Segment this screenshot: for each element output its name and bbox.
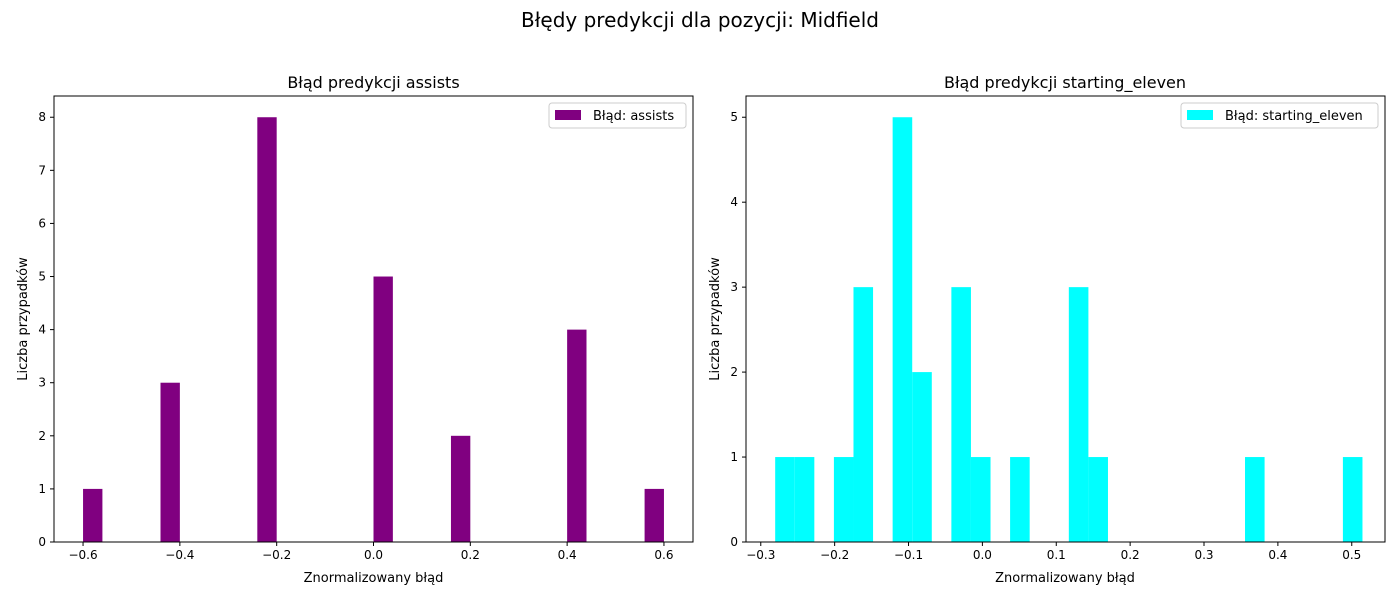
y-tick-label: 5 bbox=[38, 270, 46, 284]
x-tick-label: 0.0 bbox=[973, 548, 992, 562]
legend-label: Błąd: starting_eleven bbox=[1225, 109, 1363, 124]
bars bbox=[83, 117, 664, 542]
x-axis-label: Znormalizowany błąd bbox=[304, 571, 444, 586]
histogram-bar bbox=[794, 457, 815, 542]
x-tick-label: 0.6 bbox=[654, 548, 673, 562]
x-tick-label: 0.5 bbox=[1342, 548, 1361, 562]
x-tick-label: 0.2 bbox=[461, 548, 480, 562]
histogram-bar bbox=[892, 117, 913, 542]
histogram-bar bbox=[257, 117, 277, 542]
y-axis-ticks: 0 1 2 3 4 5 6 7 8 bbox=[38, 110, 54, 549]
plot-frame bbox=[745, 95, 1386, 543]
histogram-bar bbox=[775, 457, 795, 542]
y-tick-label: 6 bbox=[38, 216, 46, 230]
x-tick-label: 0.3 bbox=[1194, 548, 1213, 562]
x-tick-label: −0.1 bbox=[894, 548, 923, 562]
y-axis-ticks: 0 1 2 3 4 5 bbox=[730, 110, 746, 549]
histogram-bar bbox=[853, 287, 874, 542]
y-tick-label: 2 bbox=[730, 365, 738, 379]
chart-title: Błąd predykcji assists bbox=[287, 73, 459, 92]
x-tick-label: 0.0 bbox=[364, 548, 383, 562]
histogram-bar bbox=[970, 457, 991, 542]
y-tick-label: 0 bbox=[730, 535, 738, 549]
histogram-bar bbox=[450, 435, 471, 542]
y-tick-label: 3 bbox=[38, 376, 46, 390]
assists-error-chart: Błąd predykcji assists −0.6 −0.4 −0.2 0.0 0.… bbox=[16, 73, 694, 586]
legend: Błąd: assists bbox=[548, 102, 687, 129]
legend: Błąd: starting_eleven bbox=[1180, 102, 1379, 129]
histogram-bar bbox=[373, 276, 393, 542]
y-tick-label: 1 bbox=[38, 482, 46, 496]
y-tick-label: 2 bbox=[38, 429, 46, 443]
legend-swatch bbox=[555, 110, 581, 120]
histogram-bar bbox=[833, 457, 854, 542]
histogram-bar bbox=[83, 488, 103, 542]
x-tick-label: −0.2 bbox=[820, 548, 849, 562]
x-axis-ticks: −0.6 −0.4 −0.2 0.0 0.2 0.4 0.6 bbox=[68, 542, 674, 562]
x-axis-label: Znormalizowany błąd bbox=[995, 571, 1135, 586]
y-tick-label: 3 bbox=[730, 280, 738, 294]
x-tick-label: −0.3 bbox=[746, 548, 775, 562]
plot-frame bbox=[53, 95, 694, 543]
starting-eleven-error-chart: Błąd predykcji starting_eleven −0.3 −0.2−… bbox=[708, 73, 1386, 586]
chart-title: Błąd predykcji starting_eleven bbox=[944, 73, 1186, 93]
y-tick-label: 5 bbox=[730, 110, 738, 124]
figure-title: Błędy predykcji dla pozycji: Midfield bbox=[521, 8, 879, 32]
histogram-bar bbox=[644, 488, 664, 542]
y-tick-label: 8 bbox=[38, 110, 46, 124]
x-tick-label: −0.2 bbox=[262, 548, 291, 562]
y-tick-label: 7 bbox=[38, 163, 46, 177]
histogram-bar bbox=[912, 372, 932, 542]
y-tick-label: 1 bbox=[730, 450, 738, 464]
bars bbox=[775, 117, 1363, 542]
y-tick-label: 4 bbox=[38, 323, 46, 337]
histogram-bar bbox=[1068, 287, 1089, 542]
x-tick-label: 0.2 bbox=[1121, 548, 1140, 562]
y-axis-label: Liczba przypadków bbox=[16, 257, 31, 381]
histogram-bar bbox=[1010, 457, 1030, 542]
histogram-bar bbox=[1342, 457, 1363, 542]
legend-frame bbox=[548, 102, 687, 129]
histogram-bar bbox=[160, 382, 180, 542]
legend-swatch bbox=[1187, 110, 1213, 120]
histogram-bar bbox=[567, 329, 587, 542]
histogram-bar bbox=[951, 287, 971, 542]
x-axis-ticks: −0.3 −0.2 −0.1 0.0 0.1 0.2 0.3 0.4 0.5 bbox=[746, 542, 1361, 562]
x-tick-label: 0.4 bbox=[558, 548, 577, 562]
x-tick-label: −0.6 bbox=[68, 548, 97, 562]
legend-frame bbox=[1180, 102, 1379, 129]
y-tick-label: 4 bbox=[730, 195, 738, 209]
histogram-bar bbox=[1245, 457, 1265, 542]
histogram-bar bbox=[1088, 457, 1108, 542]
y-tick-label: 0 bbox=[38, 535, 46, 549]
x-tick-label: −0.4 bbox=[165, 548, 194, 562]
legend-label: Błąd: assists bbox=[593, 109, 674, 124]
x-tick-label: 0.1 bbox=[1047, 548, 1066, 562]
y-axis-label: Liczba przypadków bbox=[708, 257, 723, 381]
x-tick-label: 0.4 bbox=[1268, 548, 1287, 562]
